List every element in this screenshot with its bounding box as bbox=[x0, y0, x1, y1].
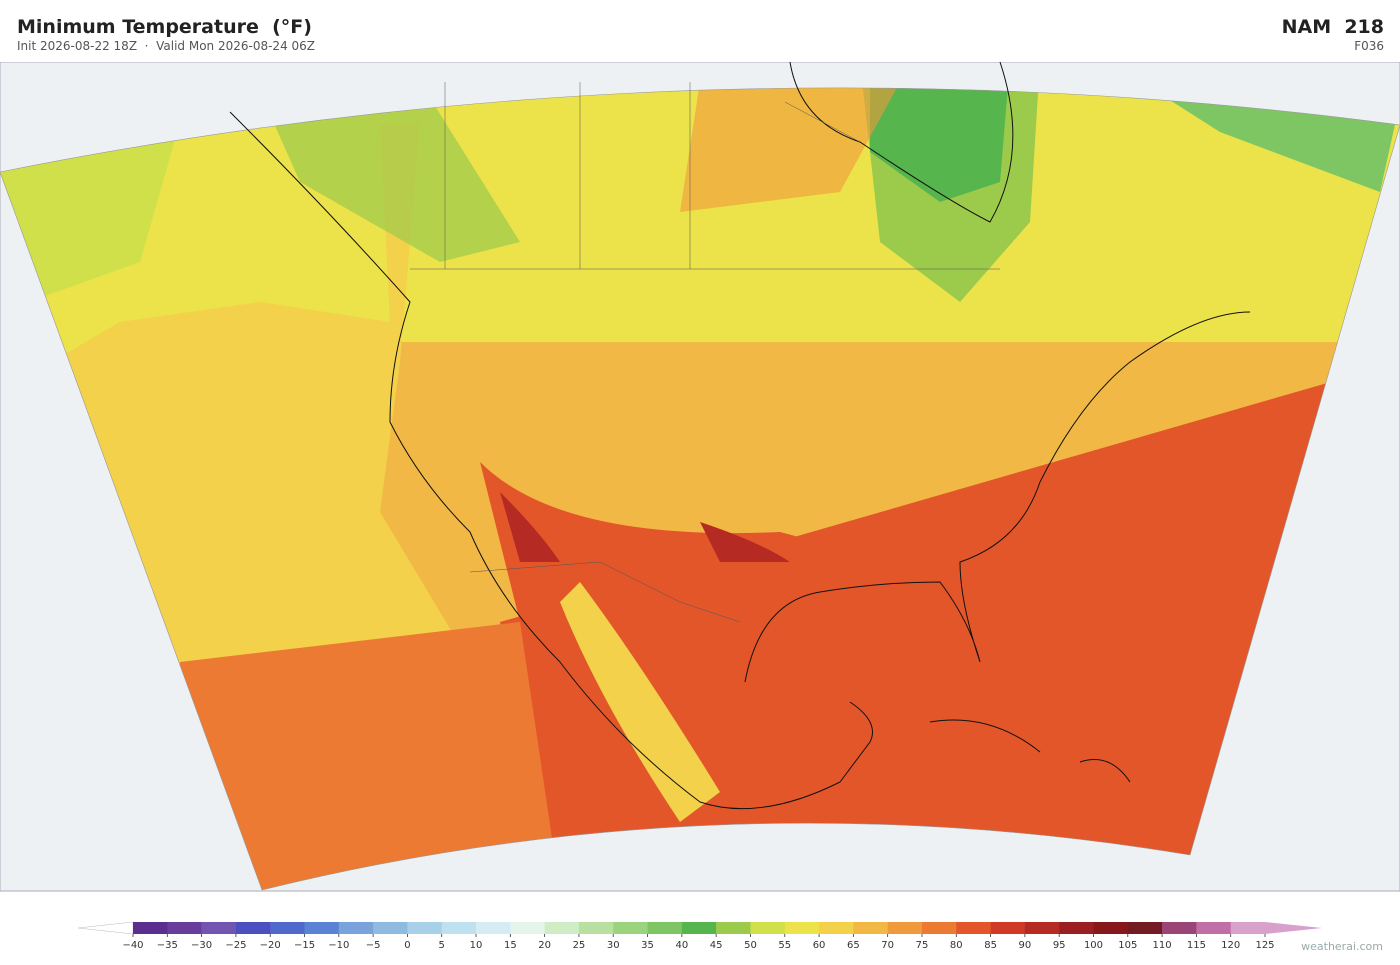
colorbar-segment bbox=[1127, 922, 1163, 934]
colorbar-segment bbox=[510, 922, 545, 934]
forecast-hour: F036 bbox=[1354, 39, 1384, 53]
colorbar-segment bbox=[407, 922, 443, 934]
colorbar-tick-label: 10 bbox=[470, 940, 483, 951]
colorbar-tick-label: 100 bbox=[1084, 940, 1103, 951]
colorbar-tick-label: −5 bbox=[366, 940, 381, 951]
colorbar-tick-label: 90 bbox=[1019, 940, 1032, 951]
map bbox=[0, 62, 1400, 892]
colorbar-tick-label: 105 bbox=[1118, 940, 1137, 951]
colorbar-tick-label: 80 bbox=[950, 940, 963, 951]
colorbar-segment bbox=[338, 922, 374, 934]
colorbar-segment bbox=[373, 922, 408, 934]
colorbar-segment bbox=[167, 922, 202, 934]
colorbar-segment bbox=[1024, 922, 1060, 934]
colorbar-tick-label: 25 bbox=[573, 940, 586, 951]
colorbar-segment bbox=[784, 922, 820, 934]
colorbar-segment bbox=[1196, 922, 1231, 934]
colorbar-tick-label: 115 bbox=[1187, 940, 1206, 951]
colorbar-tick-label: 20 bbox=[538, 940, 551, 951]
colorbar-tick-label: 45 bbox=[710, 940, 723, 951]
colorbar-over bbox=[1265, 922, 1322, 934]
colorbar-tick-label: −10 bbox=[328, 940, 349, 951]
colorbar-tick-label: −20 bbox=[260, 940, 281, 951]
colorbar-segment bbox=[441, 922, 477, 934]
colorbar-segment bbox=[716, 922, 751, 934]
subtitle: Init 2026-08-22 18Z · Valid Mon 2026-08-… bbox=[17, 39, 316, 53]
colorbar: weatherai.com −40 −35 −30 −25 −20 −15 −10 −5 0 5 1… bbox=[77, 921, 1383, 953]
colorbar-tick-label: 85 bbox=[984, 940, 997, 951]
colorbar-segment bbox=[1059, 922, 1094, 934]
colorbar-tick-label: 60 bbox=[813, 940, 826, 951]
colorbar-tick-label: 70 bbox=[881, 940, 894, 951]
colorbar-segment bbox=[201, 922, 237, 934]
colorbar-segment bbox=[750, 922, 786, 934]
colorbar-tick-label: −25 bbox=[225, 940, 246, 951]
colorbar-tick-label: 65 bbox=[847, 940, 860, 951]
colorbar-segment bbox=[1230, 922, 1266, 934]
colorbar-segment bbox=[1162, 922, 1197, 934]
colorbar-segment bbox=[990, 922, 1026, 934]
title: Minimum Temperature (°F) bbox=[17, 16, 312, 38]
colorbar-segment bbox=[956, 922, 991, 934]
colorbar-tick-label: 95 bbox=[1053, 940, 1066, 951]
colorbar-segment bbox=[681, 922, 717, 934]
colorbar-tick-label: 0 bbox=[404, 940, 410, 951]
colorbar-segment bbox=[853, 922, 888, 934]
colorbar-tick-label: −40 bbox=[122, 940, 143, 951]
colorbar-segment bbox=[270, 922, 305, 934]
colorbar-segment bbox=[304, 922, 340, 934]
colorbar-tick-label: 5 bbox=[439, 940, 445, 951]
colorbar-segment bbox=[887, 922, 923, 934]
colorbar-segment bbox=[544, 922, 580, 934]
colorbar-tick-label: 75 bbox=[916, 940, 929, 951]
colorbar-tick-label: −15 bbox=[294, 940, 315, 951]
colorbar-tick-label: 50 bbox=[744, 940, 757, 951]
watermark: weatherai.com bbox=[1301, 940, 1383, 953]
colorbar-tick-label: 120 bbox=[1221, 940, 1240, 951]
colorbar-segment bbox=[578, 922, 614, 934]
colorbar-tick-label: −30 bbox=[191, 940, 212, 951]
colorbar-tick-label: −35 bbox=[157, 940, 178, 951]
coastlines bbox=[229, 62, 1251, 810]
model: NAM 218 bbox=[1281, 16, 1384, 38]
colorbar-tick-label: 110 bbox=[1153, 940, 1172, 951]
colorbar-segment bbox=[476, 922, 511, 934]
colorbar-tick-label: 125 bbox=[1255, 940, 1274, 951]
colorbar-tick-label: 15 bbox=[504, 940, 517, 951]
colorbar-segment bbox=[1093, 922, 1129, 934]
colorbar-segment bbox=[819, 922, 854, 934]
colorbar-tick-label: 55 bbox=[778, 940, 791, 951]
colorbar-segment bbox=[647, 922, 683, 934]
borders bbox=[410, 82, 1000, 623]
colorbar-tick-label: 30 bbox=[607, 940, 620, 951]
colorbar-under bbox=[77, 921, 134, 935]
colorbar-segment bbox=[235, 922, 271, 934]
colorbar-tick-label: 35 bbox=[641, 940, 654, 951]
colorbar-segment bbox=[921, 922, 957, 934]
colorbar-segment bbox=[133, 922, 168, 934]
colorbar-segment bbox=[613, 922, 648, 934]
colorbar-tick-label: 40 bbox=[675, 940, 688, 951]
